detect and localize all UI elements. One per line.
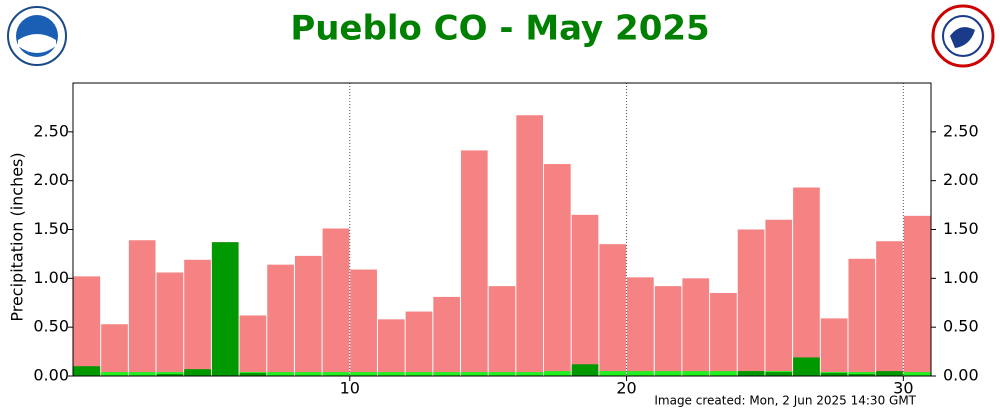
bar [294,255,322,376]
bar [848,374,876,376]
bar [350,372,377,376]
bar [156,272,184,376]
bar [128,240,156,376]
bar [737,371,765,376]
bar [433,296,460,376]
bar [682,278,710,376]
y2-tick-label: 1.50 [943,219,979,238]
bar [627,371,654,376]
bar [267,372,294,376]
y-tick-label: 2.50 [33,121,69,140]
bar [184,259,211,376]
bar [377,319,405,376]
bar [544,164,571,376]
bar [710,371,737,376]
bar [488,286,516,376]
bar [239,315,267,376]
bar [820,373,848,376]
y-tick-label: 0.50 [33,317,69,336]
chart-title: Pueblo CO - May 2025 [290,9,709,49]
bar [765,372,793,376]
y2-tick-label: 0.00 [943,366,979,385]
y2-tick-label: 0.50 [943,317,979,336]
logo-bird [18,34,56,53]
bar [73,366,101,376]
bar [682,371,710,376]
bar [654,371,682,376]
y2-tick-label: 1.00 [943,268,979,287]
bar [322,228,350,376]
bar [765,219,793,376]
bar [848,258,876,376]
bar [599,244,627,376]
bar [903,372,931,376]
x-tick-label: 30 [893,379,913,398]
bar [737,229,765,376]
bar [599,371,627,376]
x-tick-label: 20 [616,379,636,398]
bar [73,276,101,376]
y-tick-label: 1.50 [33,219,69,238]
bar [377,372,405,376]
bar [128,372,156,376]
bar [350,269,377,376]
plot-frame [72,82,932,377]
y2-tick-label: 2.00 [943,170,979,189]
bar [571,214,599,376]
bar [820,318,848,376]
bar [460,150,488,376]
bar [405,311,433,376]
bar [516,372,544,376]
y-axis-label: Precipitation (inches) [8,152,27,321]
bar [876,241,903,376]
bar [488,372,516,376]
bar [184,369,211,376]
bar [710,292,737,376]
bar [294,372,322,376]
bar [101,324,128,376]
y-tick-label: 1.00 [33,268,69,287]
bar [571,364,599,376]
bar [101,372,128,376]
bar [793,357,820,376]
bar [627,277,654,376]
bar [544,371,571,376]
bar [322,372,350,376]
bar [433,372,460,376]
bar [654,286,682,376]
y-tick-label: 2.00 [33,170,69,189]
y-tick-label: 0.00 [33,366,69,385]
x-tick-label: 10 [340,379,360,398]
bar [156,374,184,376]
bar [460,372,488,376]
bar [876,371,903,376]
bar [239,373,267,376]
y2-tick-label: 2.50 [943,121,979,140]
bar [211,242,239,376]
bar [903,215,931,376]
bar [793,187,820,376]
bar [267,264,294,376]
footer: Image created: Mon, 2 Jun 2025 14:30 GMT [654,394,916,408]
bar [405,372,433,376]
noaa-logo [7,6,67,66]
bar [516,115,544,376]
logo-cloud [950,27,975,48]
nws-logo [931,4,995,68]
